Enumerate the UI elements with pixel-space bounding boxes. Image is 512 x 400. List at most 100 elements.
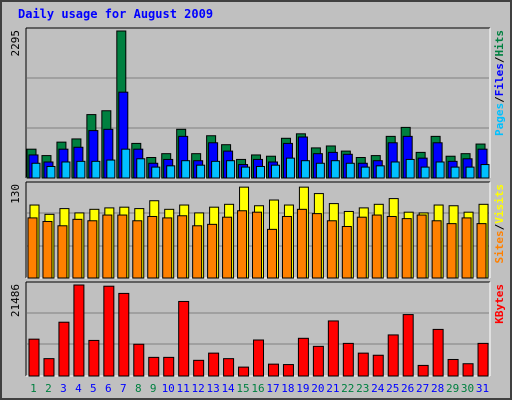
legends: Pages/Files/Hits Sites/Visits KBytes <box>493 30 506 324</box>
bar-pages <box>256 165 266 179</box>
bar-pages <box>375 165 385 179</box>
bar-sites <box>371 214 382 279</box>
bar-pages <box>435 161 445 179</box>
bar-kbytes <box>342 342 354 377</box>
bar-kbytes <box>253 339 265 377</box>
bar-sites <box>386 215 397 279</box>
bar-sites <box>117 214 128 279</box>
x-tick-label: 7 <box>120 382 127 395</box>
bar-pages <box>211 160 221 179</box>
x-tick-label: 31 <box>476 382 489 395</box>
legend-entry: Pages <box>493 103 506 136</box>
legend-separator: / <box>493 56 506 63</box>
bar-sites <box>162 217 173 279</box>
bar-pages <box>285 157 295 179</box>
bar-kbytes <box>103 285 115 377</box>
x-tick-label: 30 <box>461 382 474 395</box>
x-tick-label: 8 <box>135 382 142 395</box>
bar-pages <box>196 164 206 179</box>
x-tick-label: 15 <box>236 382 249 395</box>
bar-sites <box>341 225 352 279</box>
bar-kbytes <box>447 358 459 377</box>
bar-kbytes <box>417 364 429 377</box>
x-tick-label: 20 <box>311 382 324 395</box>
bar-sites <box>401 218 412 279</box>
x-tick-label: 5 <box>90 382 97 395</box>
bar-kbytes <box>402 314 414 377</box>
bar-sites <box>356 216 367 279</box>
bar-pages <box>61 161 71 179</box>
bar-sites <box>177 215 188 279</box>
x-tick-label: 3 <box>60 382 67 395</box>
bar-kbytes <box>223 358 235 377</box>
bar-pages <box>91 160 101 179</box>
y-max-label: 21486 <box>9 284 22 317</box>
x-tick-label: 10 <box>162 382 175 395</box>
chart-title: Daily usage for August 2009 <box>18 7 213 21</box>
bar-kbytes <box>238 366 250 377</box>
bar-sites <box>281 215 292 279</box>
bar-kbytes <box>387 334 399 377</box>
x-tick-label: 4 <box>75 382 82 395</box>
bar-sites <box>416 214 427 279</box>
x-tick-label: 16 <box>251 382 264 395</box>
bar-pages <box>405 158 415 179</box>
bar-sites <box>461 217 472 279</box>
bar-pages <box>226 160 236 179</box>
y-max-label: 130 <box>9 184 22 204</box>
bar-pages <box>166 165 176 179</box>
x-tick-label: 14 <box>221 382 235 395</box>
bar-kbytes <box>178 300 190 377</box>
bar-pages <box>46 165 56 179</box>
bar-sites <box>147 215 158 279</box>
legend: Pages/Files/Hits <box>493 30 506 136</box>
bar-sites <box>192 225 203 279</box>
bar-sites <box>57 225 68 279</box>
x-tick-label: 2 <box>45 382 52 395</box>
bar-pages <box>390 161 400 179</box>
bar-pages <box>300 160 310 179</box>
x-tick-label: 23 <box>356 382 369 395</box>
y-max-label: 2295 <box>9 30 22 57</box>
bar-sites <box>311 213 322 279</box>
bar-sites <box>252 211 263 279</box>
bar-kbytes <box>357 352 369 377</box>
bar-sites <box>326 220 337 279</box>
bar-pages <box>330 160 340 179</box>
bars <box>26 30 490 377</box>
x-tick-label: 29 <box>446 382 459 395</box>
bar-kbytes <box>282 364 294 377</box>
x-tick-label: 6 <box>105 382 112 395</box>
x-axis-labels: 1 2 3 4 5 6 7 8 9 10 11 12 13 14 15 16 17 18 19 20 21 22 23 24 2… <box>30 382 489 395</box>
bar-pages <box>76 160 86 179</box>
bar-pages <box>465 166 475 179</box>
chart-panels <box>25 27 491 377</box>
bar-sites <box>102 214 113 279</box>
bar-sites <box>27 217 38 279</box>
bar-kbytes <box>208 352 220 377</box>
bar-sites <box>431 220 442 279</box>
bar-sites <box>266 228 277 279</box>
legend-separator: / <box>493 96 506 103</box>
bar-kbytes <box>148 356 160 377</box>
bar-kbytes <box>267 363 279 377</box>
bar-kbytes <box>88 339 100 377</box>
bar-pages <box>181 160 191 179</box>
bar-kbytes <box>477 342 489 377</box>
legend: KBytes <box>493 284 506 324</box>
bar-pages <box>241 166 251 179</box>
x-tick-label: 12 <box>192 382 205 395</box>
bar-sites <box>42 220 53 279</box>
x-tick-label: 25 <box>386 382 399 395</box>
legend-entry: Hits <box>493 30 506 57</box>
bar-pages <box>106 159 116 179</box>
bar-kbytes <box>193 359 205 377</box>
x-tick-label: 24 <box>371 382 385 395</box>
bar-pages <box>480 164 490 179</box>
bar-sites <box>446 223 457 279</box>
x-tick-label: 13 <box>206 382 219 395</box>
legend: Sites/Visits <box>493 184 506 264</box>
bar-kbytes <box>73 284 85 377</box>
bar-pages <box>345 162 355 179</box>
